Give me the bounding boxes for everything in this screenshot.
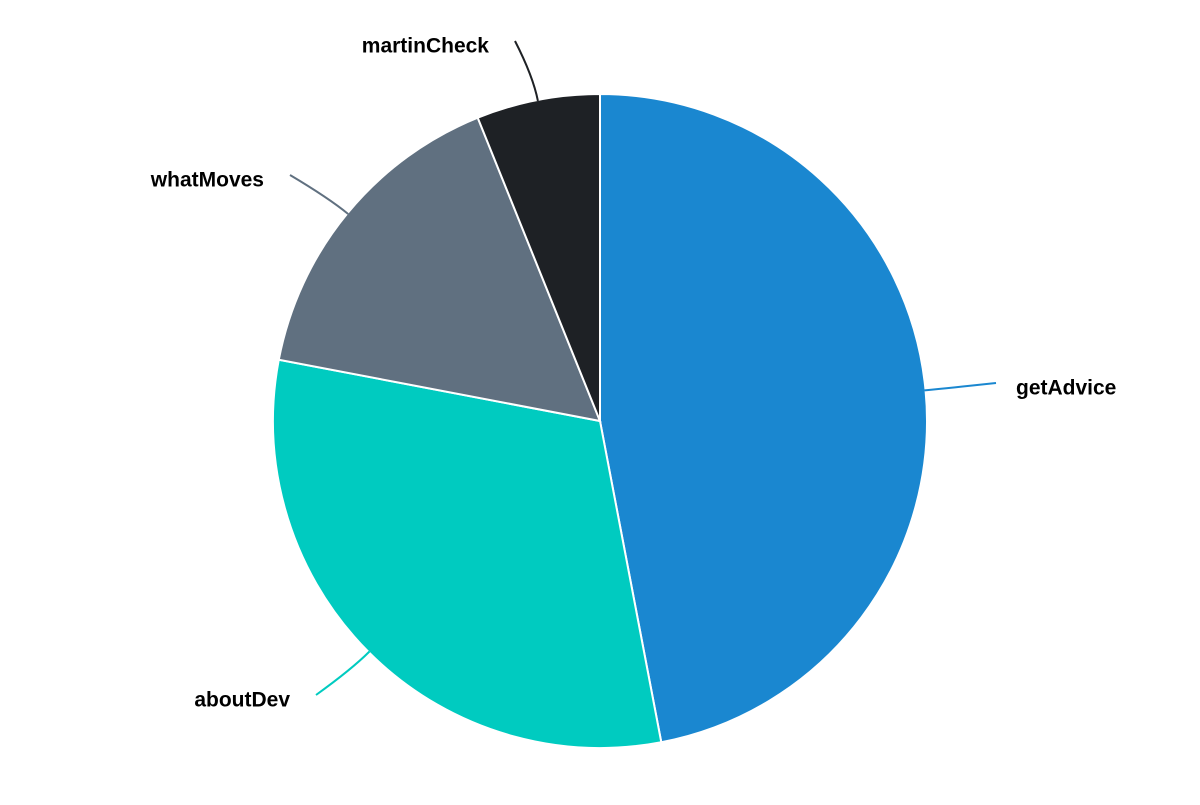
pie-slices xyxy=(273,94,927,748)
leader-line-aboutDev xyxy=(316,652,369,695)
leader-line-martinCheck xyxy=(515,41,538,101)
pie-slice-getAdvice[interactable] xyxy=(600,94,927,742)
leader-line-getAdvice xyxy=(925,383,996,390)
slice-label-aboutDev: aboutDev xyxy=(194,689,290,712)
slice-label-martinCheck: martinCheck xyxy=(362,35,490,58)
leader-line-whatMoves xyxy=(290,175,348,214)
slice-label-whatMoves: whatMoves xyxy=(150,169,264,192)
slice-label-getAdvice: getAdvice xyxy=(1016,377,1116,400)
